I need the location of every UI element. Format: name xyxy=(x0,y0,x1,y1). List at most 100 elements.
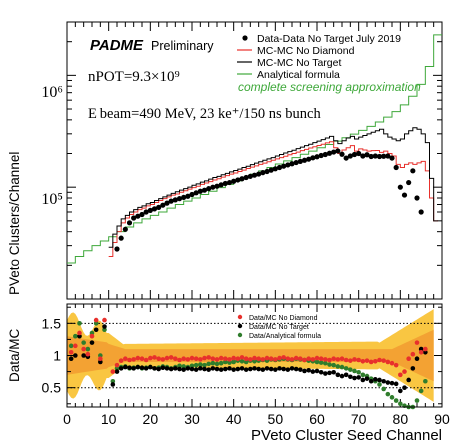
ratio-point xyxy=(273,367,278,372)
ratio-point xyxy=(169,367,174,372)
ratio-point xyxy=(165,356,170,361)
ratio-point xyxy=(223,356,228,361)
ratio-point xyxy=(340,374,345,379)
ratio-point xyxy=(127,358,132,363)
ratio-point xyxy=(277,356,282,361)
ratio-point xyxy=(177,367,182,372)
data-point xyxy=(406,180,411,185)
ratio-point xyxy=(115,363,120,368)
ratio-point xyxy=(81,353,86,358)
ratio-point xyxy=(294,367,299,372)
ratio-point xyxy=(123,365,128,370)
ratio-point xyxy=(402,369,407,374)
ratio-point xyxy=(194,363,199,368)
ratio-point xyxy=(90,334,95,339)
ratio-point xyxy=(369,379,374,384)
ratio-point xyxy=(419,389,424,394)
ratio-point xyxy=(331,356,336,361)
legend-label-mc-no-diamond: MC-MC No Diamond xyxy=(257,45,355,57)
bottom-y-axis-label: Data/MC xyxy=(7,328,22,382)
ratio-point xyxy=(165,366,170,371)
legend-label-ratio-no-target: Data/MC No Target xyxy=(249,324,309,331)
ratio-point xyxy=(323,371,328,376)
ratio-point xyxy=(211,366,216,371)
ratio-point xyxy=(298,367,303,372)
ratio-point xyxy=(123,356,128,361)
ratio-point xyxy=(186,357,191,362)
ratio-point xyxy=(173,356,178,361)
ratio-point xyxy=(240,366,245,371)
ratio-point xyxy=(261,367,266,372)
ratio-point xyxy=(340,356,345,361)
ratio-point xyxy=(152,355,157,360)
legend-marker-ratio-analytical xyxy=(238,333,242,337)
mc-no-target-series xyxy=(109,128,438,248)
y-tick-label: 0.5 xyxy=(42,380,62,396)
ratio-point xyxy=(306,368,311,373)
ratio-point xyxy=(173,366,178,371)
ratio-point xyxy=(286,367,291,372)
data-point xyxy=(410,168,415,173)
ratio-point xyxy=(161,365,166,370)
ratio-point xyxy=(77,321,82,326)
ratio-point xyxy=(327,362,332,367)
ratio-point xyxy=(252,366,257,371)
ratio-point xyxy=(361,378,366,383)
ratio-point xyxy=(86,347,91,352)
ratio-point xyxy=(131,366,136,371)
ratio-point xyxy=(94,327,99,332)
ratio-point xyxy=(381,387,386,392)
ratio-point xyxy=(411,366,416,371)
ratio-point xyxy=(394,363,399,368)
ratio-point xyxy=(148,365,153,370)
ratio-point xyxy=(269,367,274,372)
ratio-point xyxy=(344,373,349,378)
data-point xyxy=(114,246,119,251)
padme-logo: PADME xyxy=(90,37,144,54)
ratio-point xyxy=(269,356,274,361)
ratio-point xyxy=(86,352,91,357)
ratio-point xyxy=(140,365,145,370)
data-point xyxy=(119,236,124,241)
ratio-point xyxy=(227,366,232,371)
ratio-point xyxy=(219,361,224,366)
ratio-point xyxy=(102,318,107,323)
ratio-point xyxy=(290,357,295,362)
ratio-point xyxy=(331,370,336,375)
bottom-legend: Data/MC No Diamond Data/MC No Target Dat… xyxy=(238,315,321,340)
ratio-point xyxy=(398,373,403,378)
ratio-point xyxy=(302,358,307,363)
ratio-point xyxy=(261,357,266,362)
ratio-point xyxy=(406,378,411,383)
ratio-point xyxy=(336,357,341,362)
ratio-point xyxy=(111,382,116,387)
ratio-point xyxy=(415,356,420,361)
ratio-point xyxy=(186,366,191,371)
ratio-point xyxy=(156,356,161,361)
ratio-point xyxy=(411,352,416,357)
ratio-point xyxy=(161,357,166,362)
ratio-point xyxy=(336,373,341,378)
ratio-point xyxy=(215,367,220,372)
ratio-point xyxy=(211,356,216,361)
bottom-panel: 0 10 20 30 40 50 60 70 80 90 0.5 1 1.5 Data/MC No Di… xyxy=(7,304,450,444)
data-point xyxy=(127,220,132,225)
ratio-point xyxy=(119,358,124,363)
ratio-point xyxy=(415,398,420,403)
ratio-point xyxy=(369,360,374,365)
data-point xyxy=(339,152,344,157)
ratio-point xyxy=(386,392,391,397)
ratio-point xyxy=(111,369,116,374)
ratio-point xyxy=(198,366,203,371)
ratio-point xyxy=(386,360,391,365)
ratio-point xyxy=(223,367,228,372)
ratio-point xyxy=(156,367,161,372)
mc-no-diamond-series xyxy=(109,142,438,257)
data-point xyxy=(389,155,394,160)
ratio-point xyxy=(198,357,203,362)
ratio-point xyxy=(319,370,324,375)
ratio-point xyxy=(136,356,141,361)
ratio-point xyxy=(390,381,395,386)
ratio-point xyxy=(323,357,328,362)
ratio-point xyxy=(77,331,82,336)
